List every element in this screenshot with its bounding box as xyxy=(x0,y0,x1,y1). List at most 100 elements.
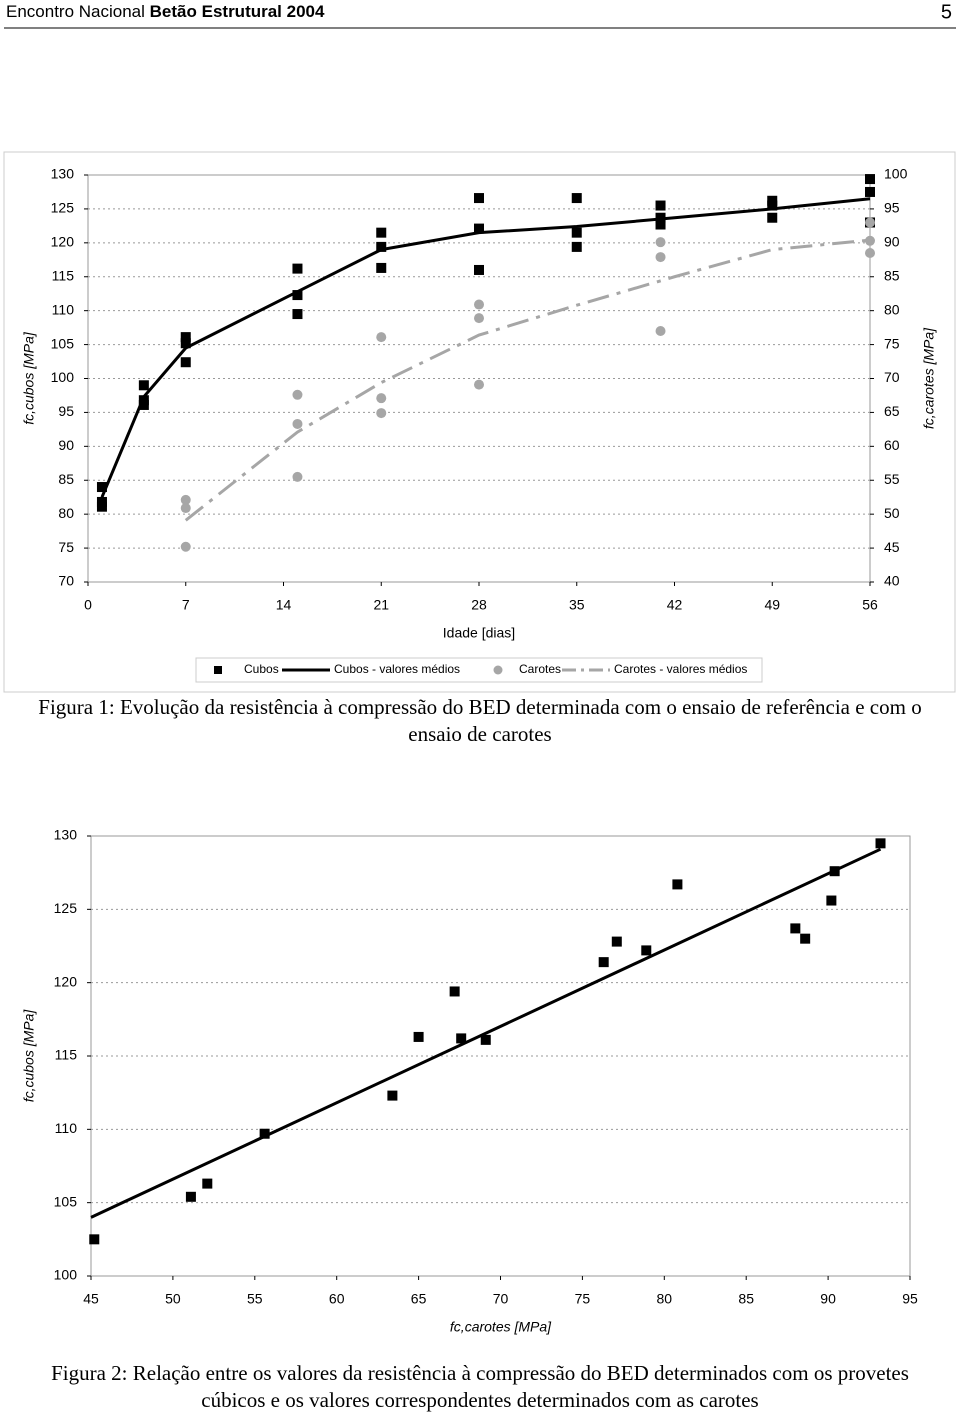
point xyxy=(185,1191,196,1202)
point xyxy=(202,1178,213,1189)
legend-box xyxy=(195,657,763,683)
x-tick-label: 90 xyxy=(820,1291,836,1307)
trend-line xyxy=(100,197,871,498)
x-axis-label: fc,carotes [MPa] xyxy=(450,1319,552,1335)
point xyxy=(376,262,387,273)
legend-swatch xyxy=(214,666,222,674)
y-tick-label: 100 xyxy=(51,369,75,385)
y-tick-label: 80 xyxy=(58,505,74,521)
x-tick-label: 60 xyxy=(329,1291,345,1307)
point xyxy=(292,309,303,320)
y-tick-label: 120 xyxy=(54,973,78,989)
legend-swatch xyxy=(493,665,503,675)
x-tick-label: 21 xyxy=(373,597,389,613)
x-tick-label: 28 xyxy=(471,597,487,613)
point xyxy=(292,389,303,400)
point xyxy=(826,895,837,906)
y-tick-label: 115 xyxy=(55,1047,78,1063)
point xyxy=(865,217,875,228)
point xyxy=(474,313,484,324)
legend-label: Cubos xyxy=(244,662,279,676)
point xyxy=(875,838,886,849)
y-tick-label: 100 xyxy=(54,1267,78,1283)
trend-line xyxy=(184,238,871,522)
y-tick-label: 120 xyxy=(51,234,75,250)
chart-frame xyxy=(3,151,956,693)
y2-tick-label: 50 xyxy=(884,505,900,521)
header: Encontro Nacional Betão Estrutural 2004 xyxy=(6,2,325,21)
header-left: Encontro Nacional xyxy=(6,2,145,21)
point xyxy=(598,957,609,968)
y2-tick-label: 75 xyxy=(884,335,900,351)
point xyxy=(865,174,875,185)
y-tick-label: 105 xyxy=(54,1193,78,1209)
y-tick-label: 125 xyxy=(51,200,75,216)
y2-axis-label: fc,carotes [MPa] xyxy=(921,327,937,429)
y-axis-label: fc,cubos [MPa] xyxy=(21,1009,37,1103)
y-tick-label: 95 xyxy=(58,403,74,419)
y-axis-label: fc,cubos [MPa] xyxy=(21,331,37,425)
y-tick-label: 75 xyxy=(58,539,74,555)
y-tick-label: 105 xyxy=(51,335,75,351)
trend-line xyxy=(90,847,882,1219)
legend-label: Carotes xyxy=(519,662,561,676)
x-tick-label: 80 xyxy=(657,1291,673,1307)
point xyxy=(767,200,778,211)
y2-tick-label: 80 xyxy=(884,301,900,317)
y2-tick-label: 55 xyxy=(884,471,900,487)
y-tick-label: 125 xyxy=(54,900,78,916)
point xyxy=(89,1234,100,1245)
y2-tick-label: 45 xyxy=(884,539,900,555)
caption: Figura 2: Relação entre os valores da re… xyxy=(51,1361,909,1412)
caption: Figura 1: Evolução da resistência à comp… xyxy=(38,695,922,746)
point xyxy=(387,1090,398,1101)
point xyxy=(767,212,778,223)
x-tick-label: 0 xyxy=(84,597,92,613)
point xyxy=(865,235,875,246)
point xyxy=(790,923,801,934)
page-number: 5 xyxy=(941,1,952,23)
point xyxy=(376,393,387,404)
y2-tick-label: 65 xyxy=(884,403,900,419)
x-tick-label: 70 xyxy=(493,1291,509,1307)
y2-tick-label: 60 xyxy=(884,437,900,453)
point xyxy=(474,264,484,275)
point xyxy=(571,193,582,204)
point xyxy=(641,945,652,956)
legend-label: Cubos - valores médios xyxy=(334,662,460,676)
point xyxy=(655,200,666,211)
point xyxy=(376,408,387,419)
legend-label: Carotes - valores médios xyxy=(614,662,747,676)
x-tick-label: 7 xyxy=(182,597,190,613)
x-tick-label: 14 xyxy=(276,597,292,613)
point xyxy=(672,879,683,890)
point xyxy=(259,1128,270,1139)
x-tick-label: 95 xyxy=(902,1291,918,1307)
x-tick-label: 65 xyxy=(411,1291,427,1307)
y2-tick-label: 70 xyxy=(884,369,900,385)
point xyxy=(655,219,666,230)
y-tick-label: 85 xyxy=(58,471,74,487)
x-tick-label: 55 xyxy=(247,1291,263,1307)
point xyxy=(865,186,875,197)
point xyxy=(138,380,149,391)
point xyxy=(292,471,303,482)
y-tick-label: 130 xyxy=(54,827,78,843)
point xyxy=(449,986,460,997)
point xyxy=(655,326,666,337)
point xyxy=(800,933,811,944)
x-tick-label: 49 xyxy=(764,597,780,613)
point xyxy=(571,227,582,238)
point xyxy=(180,494,191,505)
x-tick-label: 56 xyxy=(862,597,878,613)
y-tick-label: 115 xyxy=(52,267,75,283)
point xyxy=(611,936,622,947)
point xyxy=(655,237,666,248)
x-axis-label: Idade [dias] xyxy=(443,625,515,641)
point xyxy=(180,357,191,368)
y-tick-label: 130 xyxy=(51,166,75,182)
header-bold: Betão Estrutural 2004 xyxy=(150,2,325,21)
y-tick-label: 70 xyxy=(58,573,74,589)
